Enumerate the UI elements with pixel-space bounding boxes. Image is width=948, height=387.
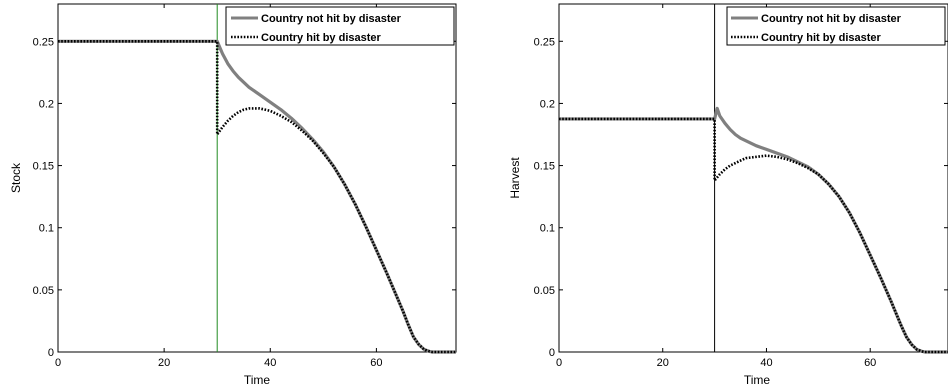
series-lines <box>559 106 948 354</box>
plot-frame <box>558 3 948 353</box>
legend-label-hit: Country hit by disaster <box>261 32 382 44</box>
ytick-label: 0.1 <box>540 223 555 235</box>
series-lines <box>58 39 456 354</box>
ytick-label: 0.05 <box>33 285 54 297</box>
series-line-hit <box>559 117 948 354</box>
series-line-not-hit <box>58 39 456 354</box>
ytick-label: 0.25 <box>534 36 555 48</box>
legend: Country not hit by disaster Country hit … <box>225 6 455 46</box>
xtick-label: 20 <box>158 357 170 369</box>
ytick-label: 0.2 <box>540 98 555 110</box>
xtick-label: 20 <box>657 357 669 369</box>
xtick-label: 40 <box>760 357 772 369</box>
plot-frame <box>57 3 457 353</box>
stock-chart: 0 0.05 0.1 0.15 0.2 0.25 0 20 40 60 Stock Time C… <box>9 3 457 387</box>
xtick-label: 60 <box>864 357 876 369</box>
ytick-label: 0.05 <box>534 285 555 297</box>
xtick-label: 0 <box>55 357 61 369</box>
xtick-label: 40 <box>264 357 276 369</box>
legend: Country not hit by disaster Country hit … <box>726 6 946 46</box>
ytick-label: 0.1 <box>39 223 54 235</box>
y-axis-label: Harvest <box>508 157 522 199</box>
ytick-label: 0.15 <box>33 161 54 173</box>
y-axis-label: Stock <box>9 162 23 193</box>
xtick-label: 60 <box>370 357 382 369</box>
legend-label-not-hit: Country not hit by disaster <box>261 13 402 25</box>
x-axis-label: Time <box>744 373 771 387</box>
legend-box <box>225 6 455 46</box>
legend-label-hit: Country hit by disaster <box>761 32 882 44</box>
ytick-label: 0 <box>48 347 54 359</box>
ytick-label: 0.2 <box>39 98 54 110</box>
harvest-chart: 0 0.05 0.1 0.15 0.2 0.25 0 20 40 60 Harvest Time… <box>508 3 948 387</box>
ytick-label: 0.25 <box>33 36 54 48</box>
xtick-marks: 0 20 40 60 <box>55 4 383 369</box>
legend-label-not-hit: Country not hit by disaster <box>761 13 902 25</box>
xtick-marks: 0 20 40 60 <box>556 4 876 369</box>
legend-box <box>726 6 946 46</box>
ytick-label: 0.15 <box>534 161 555 173</box>
ytick-marks: 0 0.05 0.1 0.15 0.2 0.25 <box>534 36 948 359</box>
xtick-label: 0 <box>556 357 562 369</box>
x-axis-label: Time <box>244 373 271 387</box>
ytick-marks: 0 0.05 0.1 0.15 0.2 0.25 <box>33 36 456 359</box>
ytick-label: 0 <box>549 347 555 359</box>
